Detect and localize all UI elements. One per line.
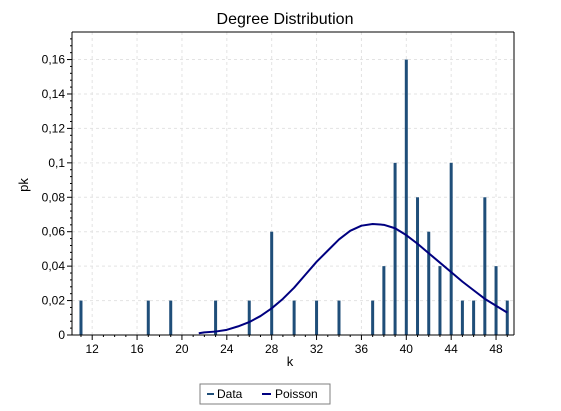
- x-tick-label: 24: [220, 342, 234, 356]
- data-bar: [169, 300, 173, 335]
- data-bar: [214, 300, 218, 335]
- data-bar: [292, 300, 296, 335]
- y-axis: 0 0,02 0,04 0,06 0,08 0,1 0,12 0,14 0,16: [42, 32, 73, 342]
- y-axis-title: pk: [16, 178, 31, 192]
- poisson-line: [198, 222, 508, 335]
- y-tick-label: 0,08: [42, 190, 66, 204]
- legend-data-label: Data: [217, 387, 243, 401]
- y-tick-label: 0,06: [42, 225, 66, 239]
- data-bar: [371, 300, 375, 335]
- y-tick-label: 0,1: [48, 156, 65, 170]
- data-bar: [247, 300, 251, 335]
- y-tick-label: 0: [58, 328, 65, 342]
- x-axis-title: k: [287, 354, 294, 369]
- x-tick-label: 12: [86, 342, 100, 356]
- x-tick-label: 36: [355, 342, 369, 356]
- x-tick-label: 32: [310, 342, 324, 356]
- data-bar: [494, 266, 498, 335]
- x-tick-label: 20: [175, 342, 189, 356]
- data-bar: [483, 197, 487, 335]
- legend-poisson-label: Poisson: [275, 387, 318, 401]
- data-bar: [460, 300, 464, 335]
- data-bar: [315, 300, 319, 335]
- x-axis: 12 16 20 24 28 32 36 40 44 48: [72, 334, 514, 356]
- data-bar: [505, 300, 509, 335]
- data-bar: [79, 300, 83, 335]
- data-bar: [427, 231, 431, 335]
- x-tick-label: 44: [444, 342, 458, 356]
- y-tick-label: 0,14: [42, 87, 66, 101]
- y-tick-label: 0,04: [42, 259, 66, 273]
- data-bar: [449, 162, 453, 335]
- x-tick-label: 28: [265, 342, 279, 356]
- y-tick-label: 0,02: [42, 294, 66, 308]
- y-tick-label: 0,12: [42, 121, 66, 135]
- data-bar: [146, 300, 150, 335]
- chart-title: Degree Distribution: [217, 11, 354, 28]
- y-tick-label: 0,16: [42, 53, 66, 67]
- data-bar: [382, 266, 386, 335]
- plot-area: [72, 31, 515, 335]
- x-tick-label: 40: [400, 342, 414, 356]
- x-tick-label: 48: [489, 342, 503, 356]
- data-bar: [270, 231, 274, 335]
- data-bar: [337, 300, 341, 335]
- data-bar: [438, 266, 442, 335]
- x-tick-label: 16: [130, 342, 144, 356]
- data-bar: [416, 197, 420, 335]
- data-bar: [472, 300, 476, 335]
- data-bar: [393, 162, 397, 335]
- data-bar: [404, 59, 408, 335]
- legend: Data Poisson: [199, 383, 331, 405]
